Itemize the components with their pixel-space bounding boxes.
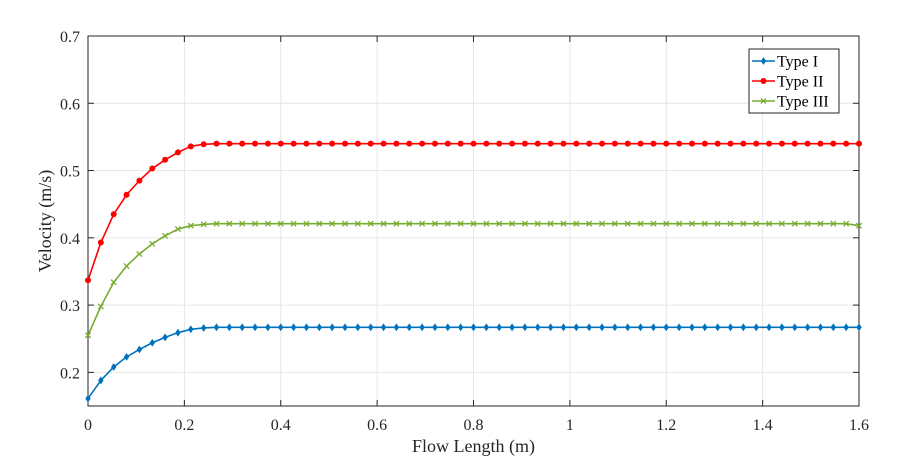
legend-item-type-ii: Type II bbox=[752, 74, 823, 91]
x-tick-label: 0.2 bbox=[174, 417, 194, 434]
y-tick-label: 0.3 bbox=[60, 298, 80, 315]
y-axis-label: Velocity (m/s) bbox=[35, 170, 56, 272]
x-tick-label: 0.6 bbox=[367, 417, 387, 434]
x-tick-label: 0 bbox=[84, 417, 92, 434]
y-tick-label: 0.6 bbox=[60, 96, 80, 113]
x-tick-label: 1 bbox=[566, 417, 574, 434]
legend-diamond-marker-icon bbox=[752, 57, 775, 65]
series-type-iii bbox=[84, 220, 863, 339]
x-tick-label: 1.4 bbox=[753, 417, 773, 434]
x-axis-label: Flow Length (m) bbox=[412, 436, 535, 457]
legend-item-type-iii: Type III bbox=[752, 94, 829, 111]
axis-ticks: 0 0.2 0.4 0.6 0.8 1 1.2 1.4 1.6 0.2 0.3 0.4 0.5 0.6 0.… bbox=[60, 29, 869, 434]
x-tick-label: 1.6 bbox=[849, 417, 869, 434]
legend-circle-marker-icon bbox=[752, 78, 775, 85]
data-series bbox=[84, 140, 863, 403]
series-type-ii bbox=[85, 140, 863, 284]
y-tick-label: 0.4 bbox=[60, 231, 80, 248]
legend-label: Type I bbox=[777, 54, 818, 71]
y-tick-label: 0.5 bbox=[60, 164, 80, 181]
y-tick-label: 0.7 bbox=[60, 29, 80, 46]
y-tick-label: 0.2 bbox=[60, 365, 80, 382]
legend-item-type-i: Type I bbox=[752, 54, 818, 71]
legend-label: Type II bbox=[777, 74, 823, 91]
series-type-i bbox=[85, 323, 862, 403]
x-tick-label: 1.2 bbox=[656, 417, 676, 434]
legend-x-marker-icon bbox=[752, 97, 775, 105]
legend-label: Type III bbox=[777, 94, 829, 111]
x-tick-label: 0.8 bbox=[464, 417, 484, 434]
x-tick-label: 0.4 bbox=[271, 417, 291, 434]
legend: Type I Type II Type III bbox=[748, 48, 840, 114]
